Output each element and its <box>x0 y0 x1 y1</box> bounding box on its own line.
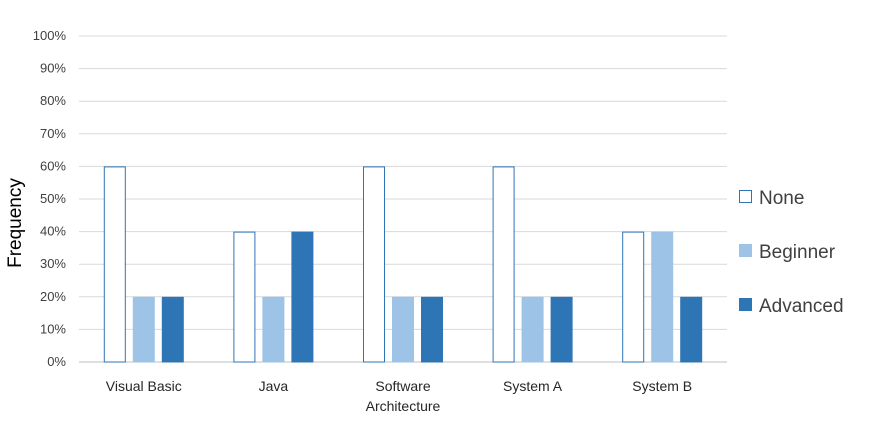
y-tick-label: 50% <box>40 191 66 206</box>
y-tick-label: 80% <box>40 93 66 108</box>
x-category-label: System A <box>503 378 563 394</box>
y-tick-label: 0% <box>47 354 66 369</box>
legend-swatch <box>739 298 752 311</box>
y-axis-ticks: 0% 10% 20% 30% 40% 50% 60% 70% 80% 90% 100% <box>33 28 67 369</box>
y-tick-label: 90% <box>40 61 66 76</box>
legend-label: Advanced <box>759 296 844 317</box>
gridlines <box>79 35 727 363</box>
legend-label: None <box>759 188 804 209</box>
bar-advanced <box>421 296 443 363</box>
bar-none <box>103 166 126 363</box>
y-axis-label: Frequency <box>5 178 26 268</box>
bar-none <box>622 231 645 363</box>
x-category-label: Java <box>259 378 289 394</box>
bar-beginner <box>521 296 544 363</box>
bar-none <box>233 231 256 363</box>
legend-item-beginner: Beginner <box>739 242 836 263</box>
y-tick-label: 40% <box>40 224 66 239</box>
y-tick-label: 70% <box>40 126 66 141</box>
legend-swatch <box>739 244 752 257</box>
x-axis-categories: Visual Basic Java Software Architecture Syst… <box>106 378 692 414</box>
bars <box>103 166 703 363</box>
bar-advanced <box>680 296 703 363</box>
legend-swatch <box>739 190 752 203</box>
legend-item-advanced: Advanced <box>739 296 844 317</box>
legend-item-none: None <box>739 188 804 209</box>
y-tick-label: 30% <box>40 256 66 271</box>
bar-none <box>363 166 385 363</box>
legend-label: Beginner <box>759 242 836 263</box>
bar-advanced <box>161 296 184 363</box>
x-category-label: Visual Basic <box>106 378 182 394</box>
bar-none <box>492 166 515 363</box>
legend: None Beginner Advanced <box>739 188 844 317</box>
y-tick-label: 60% <box>40 158 66 173</box>
bar-beginner <box>392 296 414 363</box>
bar-beginner <box>262 296 285 363</box>
bar-beginner <box>651 231 674 363</box>
bar-advanced <box>550 296 573 363</box>
y-tick-label: 100% <box>33 28 67 43</box>
y-tick-label: 20% <box>40 289 66 304</box>
bar-beginner <box>132 296 155 363</box>
x-category-label: System B <box>632 378 692 394</box>
x-category-label: Software Architecture <box>366 378 441 414</box>
bar-advanced <box>291 231 314 363</box>
y-tick-label: 10% <box>40 321 66 336</box>
